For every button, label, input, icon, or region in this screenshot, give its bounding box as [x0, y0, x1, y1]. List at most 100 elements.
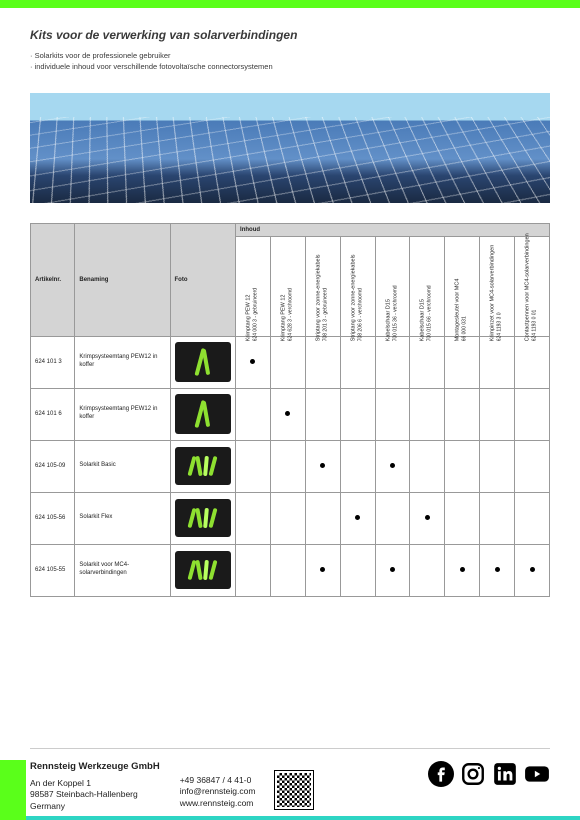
address-line-3: Germany	[30, 801, 160, 812]
cell-benaming: Solarkit Flex	[75, 492, 170, 544]
matrix-cell	[305, 336, 340, 388]
cell-foto	[170, 336, 236, 388]
product-photo-icon	[175, 342, 231, 382]
bullet-item: Solarkits voor de professionele gebruike…	[30, 50, 550, 61]
matrix-cell	[375, 336, 410, 388]
table-row: 624 105-56Solarkit Flex	[31, 492, 550, 544]
address-line-1: An der Koppel 1	[30, 778, 160, 789]
matrix-cell	[515, 492, 550, 544]
matrix-cell	[236, 440, 271, 492]
col-header-benaming: Benaming	[75, 223, 170, 336]
footer-company-block: Rennsteig Werkzeuge GmbH An der Koppel 1…	[30, 761, 160, 812]
matrix-cell	[515, 336, 550, 388]
matrix-cell	[480, 544, 515, 596]
matrix-cell	[515, 388, 550, 440]
hero-panel-grid	[30, 117, 550, 203]
included-dot-icon	[355, 515, 360, 520]
content-col-3: Striptang voor zonne-energiekabels708 20…	[340, 236, 375, 336]
phone: +49 36847 / 4 41-0	[180, 775, 256, 786]
matrix-cell	[375, 440, 410, 492]
content-col-0: Krimptang PEW 12624 000 3 - gebruineerd	[236, 236, 271, 336]
matrix-cell	[305, 544, 340, 596]
matrix-cell	[515, 544, 550, 596]
included-dot-icon	[390, 567, 395, 572]
product-photo-icon	[175, 394, 231, 434]
included-dot-icon	[425, 515, 430, 520]
matrix-cell	[270, 492, 305, 544]
matrix-cell	[340, 544, 375, 596]
matrix-cell	[340, 492, 375, 544]
page-title: Kits voor de verwerking van solarverbind…	[30, 28, 550, 42]
feature-bullets: Solarkits voor de professionele gebruike…	[30, 50, 550, 73]
cell-benaming: Solarkit Basic	[75, 440, 170, 492]
matrix-cell	[410, 492, 445, 544]
table-header-row: Artikelnr. Benaming Foto Inhoud	[31, 223, 550, 236]
product-photo-icon	[175, 499, 231, 537]
content-col-1: Krimptang PEW 12624 628 3 - verchroomd	[270, 236, 305, 336]
youtube-icon[interactable]	[524, 761, 550, 787]
matrix-cell	[236, 388, 271, 440]
page-footer: Rennsteig Werkzeuge GmbH An der Koppel 1…	[0, 736, 580, 820]
matrix-cell	[410, 336, 445, 388]
col-header-inhoud: Inhoud	[236, 223, 550, 236]
matrix-cell	[375, 492, 410, 544]
matrix-cell	[410, 440, 445, 492]
cell-benaming: Krimpsysteemtang PEW12 in koffer	[75, 388, 170, 440]
content-col-7: Krimpinzet voor MC4-solarverbindingen624…	[480, 236, 515, 336]
table-row: 624 101 3Krimpsysteemtang PEW12 in koffe…	[31, 336, 550, 388]
content-col-6: Montagesleutel voor MC466 000 031	[445, 236, 480, 336]
matrix-cell	[375, 544, 410, 596]
table-row: 624 105-55Solarkit voor MC4-solarverbind…	[31, 544, 550, 596]
table-row: 624 101 6Krimpsysteemtang PEW12 in koffe…	[31, 388, 550, 440]
footer-contact-block: +49 36847 / 4 41-0 info@rennsteig.com ww…	[180, 761, 256, 809]
matrix-cell	[480, 492, 515, 544]
included-dot-icon	[460, 567, 465, 572]
content-col-4: Kabelschaar D15700 015 36 - verchroomd	[375, 236, 410, 336]
cell-artikelnr: 624 101 6	[31, 388, 75, 440]
matrix-cell	[375, 388, 410, 440]
matrix-cell	[340, 440, 375, 492]
matrix-cell	[340, 388, 375, 440]
matrix-cell	[340, 336, 375, 388]
matrix-cell	[445, 336, 480, 388]
matrix-cell	[305, 388, 340, 440]
col-header-artikelnr: Artikelnr.	[31, 223, 75, 336]
product-photo-icon	[175, 447, 231, 485]
content-col-8: Contactpennen voor MC4-solarverbindingen…	[515, 236, 550, 336]
matrix-cell	[515, 440, 550, 492]
bullet-item: individuele inhoud voor verschillende fo…	[30, 61, 550, 72]
linkedin-icon[interactable]	[492, 761, 518, 787]
cell-foto	[170, 492, 236, 544]
instagram-icon[interactable]	[460, 761, 486, 787]
accent-green-block	[0, 760, 26, 820]
website: www.rennsteig.com	[180, 798, 256, 809]
matrix-cell	[270, 544, 305, 596]
product-matrix-table: Artikelnr. Benaming Foto Inhoud Krimptan…	[30, 223, 550, 597]
social-icons	[428, 761, 550, 787]
col-header-foto: Foto	[170, 223, 236, 336]
matrix-cell	[480, 440, 515, 492]
facebook-icon[interactable]	[428, 761, 454, 787]
matrix-cell	[270, 336, 305, 388]
included-dot-icon	[530, 567, 535, 572]
content-col-5: Kabelschaar D15700 015 66 - verchroomd	[410, 236, 445, 336]
address-line-2: 98587 Steinbach-Hallenberg	[30, 789, 160, 800]
page-content: Kits voor de verwerking van solarverbind…	[0, 8, 580, 597]
footer-grid: Rennsteig Werkzeuge GmbH An der Koppel 1…	[30, 761, 550, 812]
matrix-cell	[445, 544, 480, 596]
included-dot-icon	[495, 567, 500, 572]
matrix-cell	[445, 440, 480, 492]
matrix-cell	[305, 440, 340, 492]
matrix-cell	[445, 388, 480, 440]
cell-foto	[170, 440, 236, 492]
matrix-cell	[480, 388, 515, 440]
matrix-cell	[445, 492, 480, 544]
accent-top-bar	[0, 0, 580, 8]
cell-foto	[170, 388, 236, 440]
cell-benaming: Krimpsysteemtang PEW12 in koffer	[75, 336, 170, 388]
included-dot-icon	[285, 411, 290, 416]
cell-artikelnr: 624 105-09	[31, 440, 75, 492]
matrix-cell	[270, 388, 305, 440]
product-photo-icon	[175, 551, 231, 589]
matrix-cell	[305, 492, 340, 544]
